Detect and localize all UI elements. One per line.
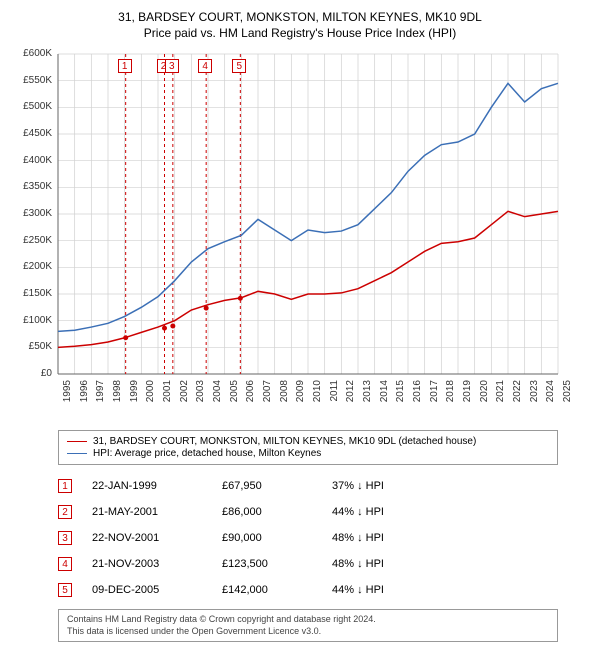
transaction-price: £123,500 [222,558,312,570]
legend-swatch [67,441,87,442]
legend-label: 31, BARDSEY COURT, MONKSTON, MILTON KEYN… [93,436,476,447]
x-axis-label: 1998 [112,380,123,410]
transaction-price: £142,000 [222,584,312,596]
transaction-marker-1: 1 [58,479,72,493]
transaction-vs-hpi: 44% ↓ HPI [332,584,432,596]
y-axis-label: £450K [12,128,52,139]
transaction-marker-2: 2 [58,505,72,519]
chart-marker-4: 4 [198,59,212,73]
y-axis-label: £0 [12,368,52,379]
y-axis-label: £250K [12,235,52,246]
footer-line2: This data is licensed under the Open Gov… [67,626,549,638]
transaction-date: 22-JAN-1999 [92,480,202,492]
x-axis-label: 2016 [412,380,423,410]
transaction-vs-hpi: 48% ↓ HPI [332,532,432,544]
y-axis-label: £400K [12,155,52,166]
transaction-date: 22-NOV-2001 [92,532,202,544]
y-axis-label: £100K [12,315,52,326]
transactions-table: 1 22-JAN-1999 £67,950 37% ↓ HPI 2 21-MAY-2001… [58,473,558,603]
chart-area: £0 £50K £100K £150K £200K £250K £300K £350K £400… [12,48,568,412]
transaction-date: 21-NOV-2003 [92,558,202,570]
transaction-row: 2 21-MAY-2001 £86,000 44% ↓ HPI [58,499,558,525]
x-axis-label: 1999 [129,380,140,410]
transaction-marker-5: 5 [58,583,72,597]
y-axis-label: £600K [12,48,52,59]
transaction-date: 09-DEC-2005 [92,584,202,596]
x-axis-label: 2022 [512,380,523,410]
legend-label: HPI: Average price, detached house, Milt… [93,448,321,459]
transaction-row: 5 09-DEC-2005 £142,000 44% ↓ HPI [58,577,558,603]
x-axis-label: 2007 [262,380,273,410]
transaction-marker-3: 3 [58,531,72,545]
x-axis-label: 2005 [229,380,240,410]
x-axis-label: 2020 [479,380,490,410]
y-axis-label: £500K [12,101,52,112]
x-axis-label: 1997 [95,380,106,410]
chart-marker-5: 5 [232,59,246,73]
y-axis-label: £550K [12,75,52,86]
x-axis-label: 2012 [345,380,356,410]
price-chart [12,48,568,378]
x-axis-label: 2017 [429,380,440,410]
chart-marker-3: 3 [165,59,179,73]
x-axis-label: 2003 [195,380,206,410]
chart-title-line2: Price paid vs. HM Land Registry's House … [12,26,588,40]
transaction-vs-hpi: 48% ↓ HPI [332,558,432,570]
x-axis-label: 2010 [312,380,323,410]
legend-item: 31, BARDSEY COURT, MONKSTON, MILTON KEYN… [67,436,549,447]
transaction-price: £86,000 [222,506,312,518]
x-axis-label: 2025 [562,380,573,410]
legend-swatch [67,453,87,454]
footer-line1: Contains HM Land Registry data © Crown c… [67,614,549,626]
legend-item: HPI: Average price, detached house, Milt… [67,448,549,459]
x-axis-label: 2009 [295,380,306,410]
x-axis-label: 2011 [329,380,340,410]
y-axis-label: £150K [12,288,52,299]
x-axis-label: 2013 [362,380,373,410]
x-axis-label: 2000 [145,380,156,410]
x-axis-label: 2018 [445,380,456,410]
x-axis-label: 2006 [245,380,256,410]
x-axis-label: 2023 [529,380,540,410]
y-axis-label: £50K [12,341,52,352]
x-axis-label: 1995 [62,380,73,410]
x-axis-label: 2021 [495,380,506,410]
transaction-date: 21-MAY-2001 [92,506,202,518]
transaction-marker-4: 4 [58,557,72,571]
transaction-price: £67,950 [222,480,312,492]
y-axis-label: £300K [12,208,52,219]
transaction-row: 1 22-JAN-1999 £67,950 37% ↓ HPI [58,473,558,499]
transaction-vs-hpi: 44% ↓ HPI [332,506,432,518]
y-axis-label: £200K [12,261,52,272]
page-container: 31, BARDSEY COURT, MONKSTON, MILTON KEYN… [0,0,600,650]
x-axis-label: 2001 [162,380,173,410]
chart-marker-1: 1 [118,59,132,73]
x-axis-label: 2004 [212,380,223,410]
legend-box: 31, BARDSEY COURT, MONKSTON, MILTON KEYN… [58,430,558,465]
y-axis-label: £350K [12,181,52,192]
x-axis-label: 1996 [79,380,90,410]
x-axis-label: 2008 [279,380,290,410]
x-axis-label: 2015 [395,380,406,410]
transaction-price: £90,000 [222,532,312,544]
transaction-row: 4 21-NOV-2003 £123,500 48% ↓ HPI [58,551,558,577]
footer-attribution: Contains HM Land Registry data © Crown c… [58,609,558,642]
x-axis-label: 2014 [379,380,390,410]
transaction-vs-hpi: 37% ↓ HPI [332,480,432,492]
x-axis-label: 2019 [462,380,473,410]
x-axis-label: 2024 [545,380,556,410]
x-axis-label: 2002 [179,380,190,410]
chart-title-line1: 31, BARDSEY COURT, MONKSTON, MILTON KEYN… [12,10,588,24]
transaction-row: 3 22-NOV-2001 £90,000 48% ↓ HPI [58,525,558,551]
